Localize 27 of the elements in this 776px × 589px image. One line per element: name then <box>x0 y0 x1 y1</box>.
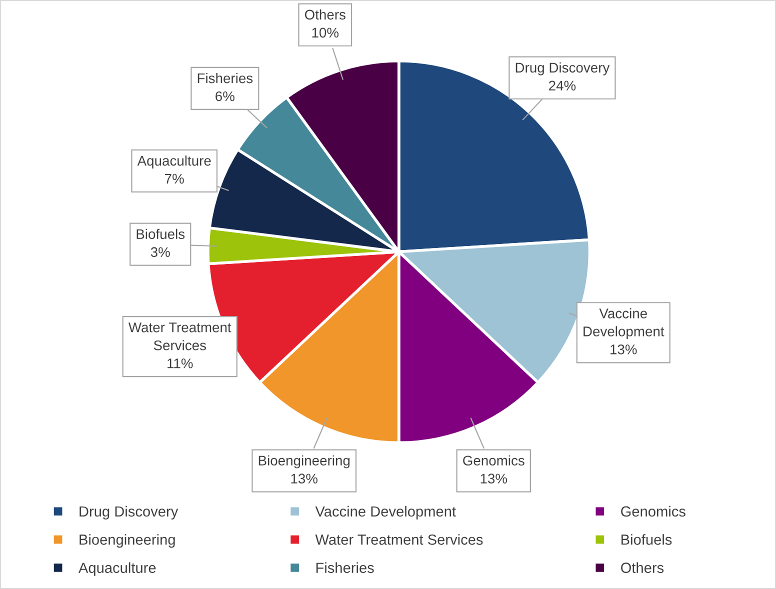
slice-label: Drug Discovery <box>516 62 610 76</box>
data-label: 11% <box>168 358 193 368</box>
data-label: 24% <box>549 80 576 91</box>
slice-label: Bioengineering <box>258 455 350 468</box>
slice-label: Fisheries <box>198 72 253 84</box>
slice-label: Aquaculture <box>137 156 211 168</box>
data-label: 13% <box>610 344 637 354</box>
legend-label: Vaccine Development <box>315 506 456 520</box>
legend-label: Others <box>621 562 664 573</box>
legend-label: Aquaculture <box>78 562 156 576</box>
data-label: 6% <box>216 91 234 102</box>
slice-label: Vaccine Development <box>584 308 664 340</box>
data-label: 13% <box>480 474 508 484</box>
data-label: 7% <box>165 174 184 184</box>
data-label: 3% <box>150 247 170 258</box>
slice-label: Genomics <box>463 455 524 466</box>
legend-label: Water Treatment Services <box>315 534 483 545</box>
legend-label: Drug Discovery <box>80 506 178 520</box>
legend-label: Fisheries <box>316 562 374 573</box>
legend-label: Biofuels <box>622 534 672 545</box>
slice-label: Others <box>304 9 346 20</box>
legend-label: Bioengineering <box>80 534 175 548</box>
data-label: 10% <box>312 28 339 38</box>
data-label: 13% <box>291 474 318 484</box>
slice-label: Biofuels <box>136 228 185 240</box>
legend-label: Genomics <box>621 506 686 517</box>
slice-label: Water Treatment Services <box>128 322 232 350</box>
